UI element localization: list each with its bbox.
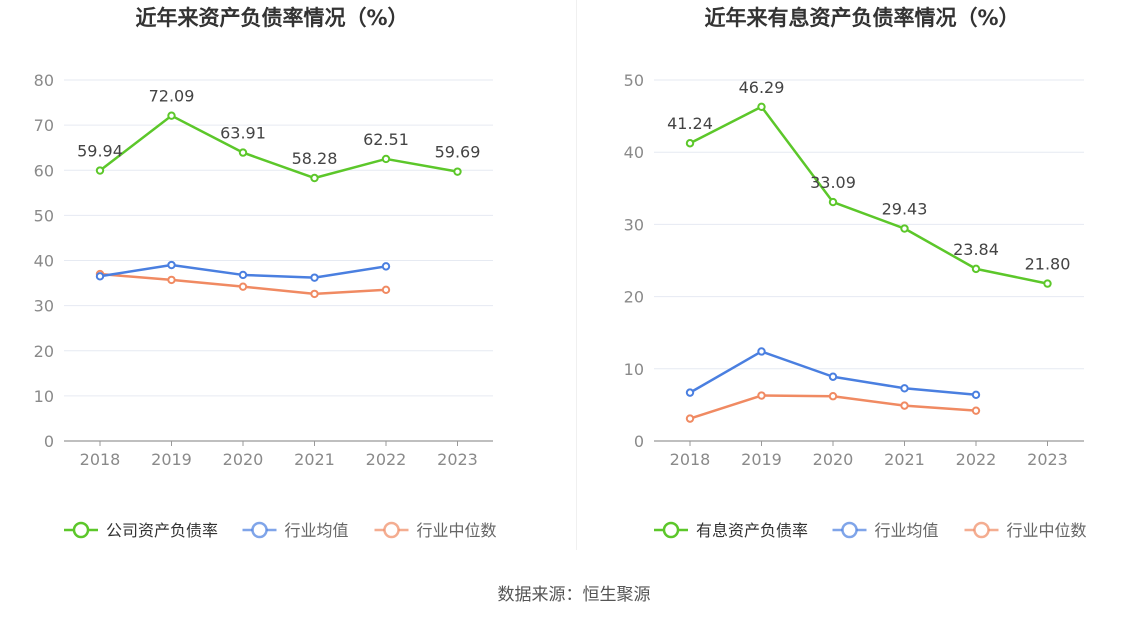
chart2-data-label: 33.09 [810,173,856,192]
chart2-series-1-point [757,102,766,111]
chart1-series-1-point [238,148,248,157]
chart2-legend-label: 行业均值 [875,521,939,540]
chart1-legend-swatch-marker [383,521,400,539]
chart1-data-label: 63.91 [220,124,266,143]
chart2-legend-swatch-marker [973,521,990,539]
chart1-title: 近年来资产负债率情况（%） [135,6,408,30]
chart1-legend-swatch-marker [251,521,268,539]
chart2-series-1-point [971,264,981,274]
chart1-series-1-point [381,154,391,164]
chart2-series-3-point [971,406,981,415]
chart2-legend-swatch-marker [662,521,680,539]
chart1-series-2-point [167,260,176,270]
data-source-label: 数据来源：恒生聚源 [497,585,651,605]
chart1-data-label: 58.28 [292,149,338,168]
chart1-x-tick-label: 2020 [223,450,264,469]
chart2-y-tick-label: 20 [624,288,644,307]
chart1-y-tick-label: 10 [34,387,54,406]
chart1-series-1-point [453,167,462,176]
chart2-x-tick-label: 2020 [813,450,854,469]
chart1-series-3-point [238,282,248,291]
chart1-series-1-point [310,173,319,183]
chart1-x-tick-label: 2019 [151,450,192,469]
chart2-series-1-point [685,139,695,148]
chart2-series-1-point [1043,279,1052,288]
chart2-series-2-point [685,388,695,397]
chart2-data-label: 41.24 [667,114,713,133]
chart2-series-2-point [900,384,909,393]
chart2-series-3-point [685,414,695,423]
chart2-x-tick-label: 2022 [956,450,997,469]
chart1-series-3-point [310,289,319,299]
chart1-y-tick-label: 30 [34,297,54,316]
chart1-series-2-point [310,273,319,282]
chart2-x-tick-label: 2019 [741,450,782,469]
chart1-data-label: 72.09 [149,87,195,106]
chart1-legend-label: 公司资产负债率 [106,521,218,540]
chart1-y-tick-label: 50 [34,206,54,225]
chart2-series-2-point [828,372,838,381]
chart2-y-tick-label: 0 [634,432,644,451]
chart2-y-tick-label: 30 [624,215,644,234]
chart2-legend-label: 行业中位数 [1007,521,1087,540]
chart1-y-tick-label: 80 [34,71,54,90]
chart2-data-label: 23.84 [953,240,999,259]
chart2-x-tick-label: 2023 [1027,450,1068,469]
chart2-x-tick-label: 2021 [884,450,925,469]
chart1-series-3-point [381,285,391,295]
chart2-series-1-point [828,197,838,207]
chart1-y-tick-label: 0 [44,432,54,451]
chart2-data-label: 46.29 [739,78,785,97]
chart2-data-label: 29.43 [882,200,928,219]
chart2-data-label: 21.80 [1025,255,1071,274]
chart1-y-tick-label: 60 [34,161,54,180]
chart1-series-2-point [95,272,105,281]
chart2-series-line-1 [689,105,1048,285]
chart1-series-2-point [238,270,248,280]
chart2-title: 近年来有息资产负债率情况（%） [704,6,1019,30]
chart2-y-tick-label: 40 [624,143,644,162]
chart1-x-tick-label: 2022 [366,450,407,469]
chart2-series-2-point [757,347,766,356]
chart1-series-1-point [95,166,105,175]
chart1-legend-label: 行业中位数 [417,521,497,540]
chart1-data-label: 59.94 [77,142,123,161]
chart1-legend-swatch-marker [72,521,90,539]
chart1-series-line-1 [99,114,458,180]
chart1-x-tick-label: 2023 [437,450,478,469]
chart2-series-1-point [900,224,909,233]
chart1-data-label: 59.69 [435,143,481,162]
chart1-x-tick-label: 2021 [294,450,335,469]
chart2-legend-label: 有息资产负债率 [696,521,808,540]
chart2-series-3-point [757,391,766,400]
chart2-y-tick-label: 10 [624,360,644,379]
chart2-series-3-point [900,401,909,410]
chart1-series-3-point [167,275,176,285]
chart1-legend-label: 行业均值 [285,521,349,540]
chart1-series-1-point [167,111,176,120]
chart2-x-tick-label: 2018 [670,450,711,469]
chart2-series-2-point [971,390,981,399]
chart2-series-3-point [828,392,838,401]
chart1-y-tick-label: 40 [34,252,54,271]
chart1-series-2-point [381,262,391,271]
chart2-y-tick-label: 50 [624,71,644,90]
chart1-data-label: 62.51 [363,130,409,149]
chart2-legend-swatch-marker [841,521,858,539]
chart1-y-tick-label: 70 [34,116,54,135]
chart1-y-tick-label: 20 [34,342,54,361]
panel-divider [576,0,577,550]
chart1-x-tick-label: 2018 [80,450,121,469]
